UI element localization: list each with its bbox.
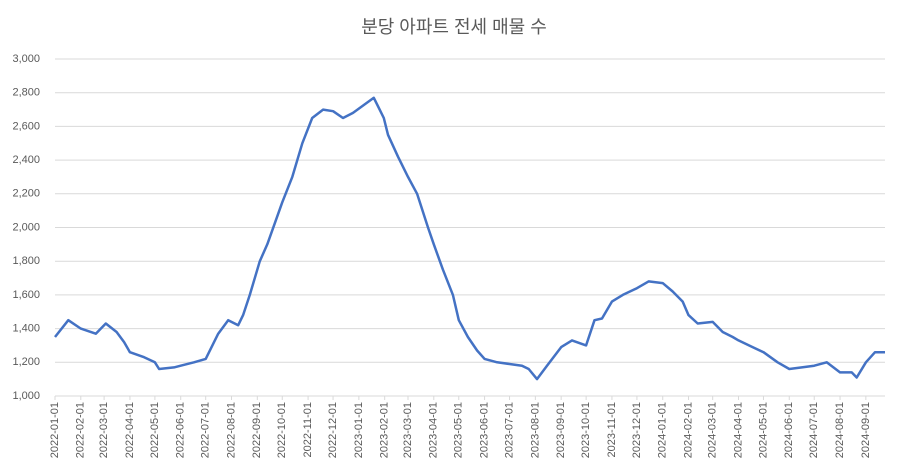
x-tick-label: 2024-02-01: [682, 402, 694, 458]
line-series: [54, 96, 885, 381]
x-tick-label: 2022-12-01: [327, 402, 339, 458]
x-tick-label: 2022-05-01: [149, 402, 161, 458]
x-tick-label: 2022-04-01: [124, 402, 136, 458]
x-tick-label: 2022-08-01: [225, 402, 237, 458]
y-tick-label: 1,400: [12, 323, 40, 335]
x-tick-label: 2022-10-01: [276, 402, 288, 458]
x-tick-label: 2022-11-01: [302, 402, 314, 457]
y-tick-label: 2,000: [12, 221, 40, 233]
x-tick-label: 2023-08-01: [529, 402, 541, 458]
x-tick-label: 2023-10-01: [580, 402, 592, 458]
x-tick-label: 2023-06-01: [478, 402, 490, 458]
y-tick-label: 2,400: [12, 154, 40, 166]
y-tick-label: 2,800: [12, 87, 40, 99]
y-tick-label: 3,000: [12, 53, 40, 65]
x-tick-label: 2023-03-01: [402, 402, 414, 458]
x-tick-label: 2023-02-01: [379, 402, 391, 458]
chart-title: 분당 아파트 전세 매물 수: [361, 17, 547, 37]
x-tick-label: 2023-04-01: [428, 402, 440, 458]
x-tick-label: 2022-09-01: [251, 402, 263, 458]
x-tick-label: 2024-03-01: [707, 402, 719, 458]
x-tick-label: 2023-09-01: [555, 402, 567, 458]
x-tick-label: 2024-01-01: [657, 402, 669, 458]
y-tick-label: 1,600: [12, 289, 40, 301]
y-tick-label: 1,800: [12, 255, 40, 267]
y-tick-label: 2,200: [12, 188, 40, 200]
x-tick-label: 2024-08-01: [834, 402, 846, 458]
x-tick-label: 2022-07-01: [200, 402, 212, 458]
x-tick-label: 2024-06-01: [783, 402, 795, 458]
y-tick-label: 1,000: [12, 390, 40, 402]
x-tick-label: 2022-02-01: [75, 402, 87, 458]
x-tick-label: 2022-06-01: [175, 402, 187, 458]
y-tick-label: 1,200: [12, 356, 40, 368]
x-tick-label: 2023-07-01: [503, 402, 515, 458]
x-tick-label: 2024-09-01: [860, 402, 872, 458]
x-tick-label: 2022-01-01: [49, 402, 61, 458]
x-tick-label: 2022-03-01: [98, 402, 110, 458]
y-tick-label: 2,600: [12, 120, 40, 132]
x-tick-label: 2024-05-01: [757, 402, 769, 458]
x-tick-label: 2024-07-01: [808, 402, 820, 458]
x-tick-label: 2023-05-01: [453, 402, 465, 458]
x-tick-label: 2023-12-01: [631, 402, 643, 458]
x-tick-label: 2023-01-01: [353, 402, 365, 458]
x-tick-label: 2024-04-01: [732, 402, 744, 458]
x-tick-label: 2023-11-01: [606, 402, 618, 457]
